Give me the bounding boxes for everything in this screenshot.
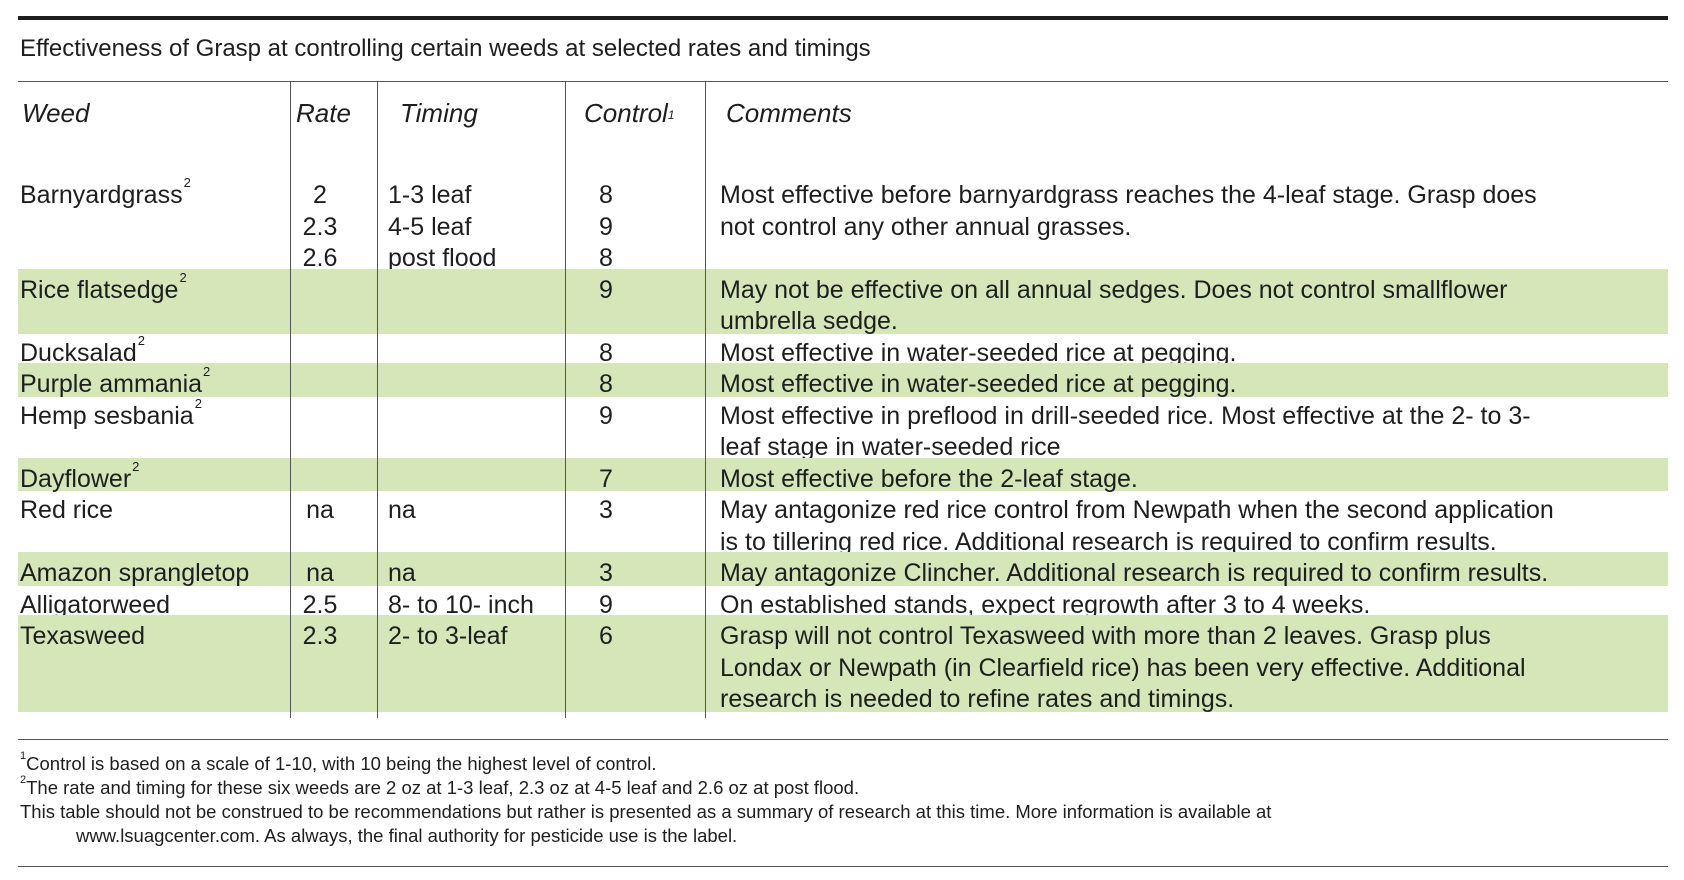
control-rating: 8 [599,244,613,272]
comment-line: May antagonize red rice control from New… [720,496,1554,524]
control-rating: 6 [599,622,613,650]
rate-value: na [306,559,334,587]
control-rating: 7 [599,464,613,493]
weed-name-text: Red rice [20,496,114,524]
comment-line: May not be effective on all annual sedge… [720,275,1508,304]
weed-footnote-mark: 2 [203,364,211,379]
header-control-footnote-mark: 1 [667,108,675,122]
comment-line: umbrella sedge. [720,307,898,335]
weed-name-text: Texasweed [20,622,146,650]
weed-name: Texasweed [20,621,145,653]
comment-line: research is needed to refine rates and t… [720,685,1235,713]
top-rule [18,16,1668,20]
weed-name: Amazon sprangletop [20,558,249,590]
rate-value: na [306,496,334,524]
comment-line: not control any other annual grasses. [720,212,1132,241]
weed-name: Hemp sesbania2 [20,397,202,433]
header-timing: Timing [400,98,478,128]
weed-name-text: Hemp sesbania [20,401,194,430]
timing-value: na [388,559,416,587]
weed-name: Alligatorweed [20,590,170,622]
footnote-2: 2The rate and timing for these six weeds… [20,774,860,800]
column-divider-control [565,82,566,718]
control-rating: 9 [599,275,613,304]
row-shading [18,363,1668,397]
control-rating: 3 [599,496,613,524]
header-comments: Comments [726,98,852,128]
timing-value: na [388,496,416,524]
comment-line: leaf stage in water-seeded rice [720,433,1061,461]
comment-line: On established stands, expect regrowth a… [720,590,1371,619]
timing-value: 2- to 3-leaf [388,622,508,650]
weed-footnote-mark: 2 [179,269,187,285]
comment-line: Most effective in preflood in drill-seed… [720,401,1531,430]
comment-line: Most effective in water-seeded rice at p… [720,370,1237,398]
header-control-label: Control [584,98,668,128]
comment-line: is to tillering red rice. Additional res… [720,527,1497,556]
rate-value: 2.3 [302,622,338,650]
control-rating: 9 [599,590,613,619]
timing-value: post flood [388,244,497,272]
column-divider-rate [290,82,291,718]
column-divider-timing [377,82,378,718]
weed-name-text: Amazon sprangletop [20,559,250,587]
table-title: Effectiveness of Grasp at controlling ce… [20,35,871,62]
timing-value: 8- to 10- inch [388,590,534,619]
comment-line: Most effective before barnyardgrass reac… [720,181,1537,209]
weed-footnote-mark: 2 [183,175,191,190]
rate-value: 2.3 [302,212,338,241]
header-rate: Rate [296,98,351,128]
row-shading [18,457,1668,491]
comment-line: Grasp will not control Texasweed with mo… [720,622,1491,650]
disclaimer-line-2: www.lsuagcenter.com. As always, the fina… [76,825,738,846]
comment-line: Most effective in water-seeded rice at p… [720,338,1237,367]
weed-name-text: Ducksalad [20,338,137,367]
footnote-1-mark: 1 [20,750,27,762]
rate-value: 2 [313,181,327,209]
weed-footnote-mark: 2 [194,395,202,411]
footnote-2-text: The rate and timing for these six weeds … [26,777,860,798]
weed-footnote-mark: 2 [132,458,140,474]
weed-name-text: Dayflower [20,464,132,493]
weed-name: Dayflower2 [20,460,139,496]
weed-name-text: Alligatorweed [20,590,171,619]
weed-name: Barnyardgrass2 [20,176,191,212]
row-shading [18,552,1668,586]
footnote-2-mark: 2 [20,774,27,786]
weed-name: Purple ammania2 [20,365,210,401]
row-shading [18,268,1668,334]
column-divider-comments [705,82,706,718]
weed-name: Rice flatsedge2 [20,271,187,307]
control-rating: 8 [599,338,613,367]
header-control: Control1 [584,98,675,128]
weed-name: Ducksalad2 [20,334,145,370]
row-shading [18,615,1668,712]
weed-name-text: Purple ammania [20,370,203,398]
weed-name-text: Barnyardgrass [20,181,183,209]
rate-value: 2.5 [302,590,338,619]
control-rating: 9 [599,212,613,241]
weed-footnote-mark: 2 [137,332,145,348]
weed-name: Red rice [20,495,113,527]
footnote-1-text: Control is based on a scale of 1-10, wit… [26,753,657,774]
weed-name-text: Rice flatsedge [20,275,179,304]
timing-value: 1-3 leaf [388,181,472,209]
timing-value: 4-5 leaf [388,212,472,241]
footnote-1: 1Control is based on a scale of 1-10, wi… [20,750,657,776]
control-rating: 8 [599,370,613,398]
control-rating: 8 [599,181,613,209]
comment-line: Most effective before the 2-leaf stage. [720,464,1138,493]
rate-value: 2.6 [302,244,338,272]
header-weed: Weed [22,98,90,128]
control-rating: 9 [599,401,613,430]
table-bottom-rule [18,739,1668,740]
comment-line: May antagonize Clincher. Additional rese… [720,559,1549,587]
control-rating: 3 [599,559,613,587]
page-bottom-rule [18,866,1668,867]
disclaimer-line-1: This table should not be construed to be… [20,801,1272,822]
comment-line: Londax or Newpath (in Clearfield rice) h… [720,653,1526,682]
header-rule [18,81,1668,82]
